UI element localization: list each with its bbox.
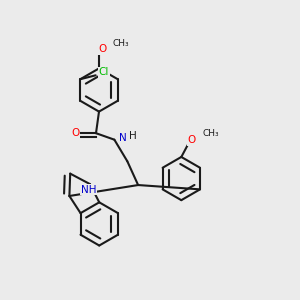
Text: O: O (71, 128, 79, 138)
Text: O: O (187, 135, 196, 145)
Text: O: O (98, 44, 106, 54)
Text: CH₃: CH₃ (202, 129, 219, 138)
Text: H: H (129, 131, 137, 141)
Text: NH: NH (81, 184, 96, 194)
Text: CH₃: CH₃ (112, 39, 129, 48)
Text: Cl: Cl (99, 67, 109, 77)
Text: N: N (119, 133, 127, 143)
